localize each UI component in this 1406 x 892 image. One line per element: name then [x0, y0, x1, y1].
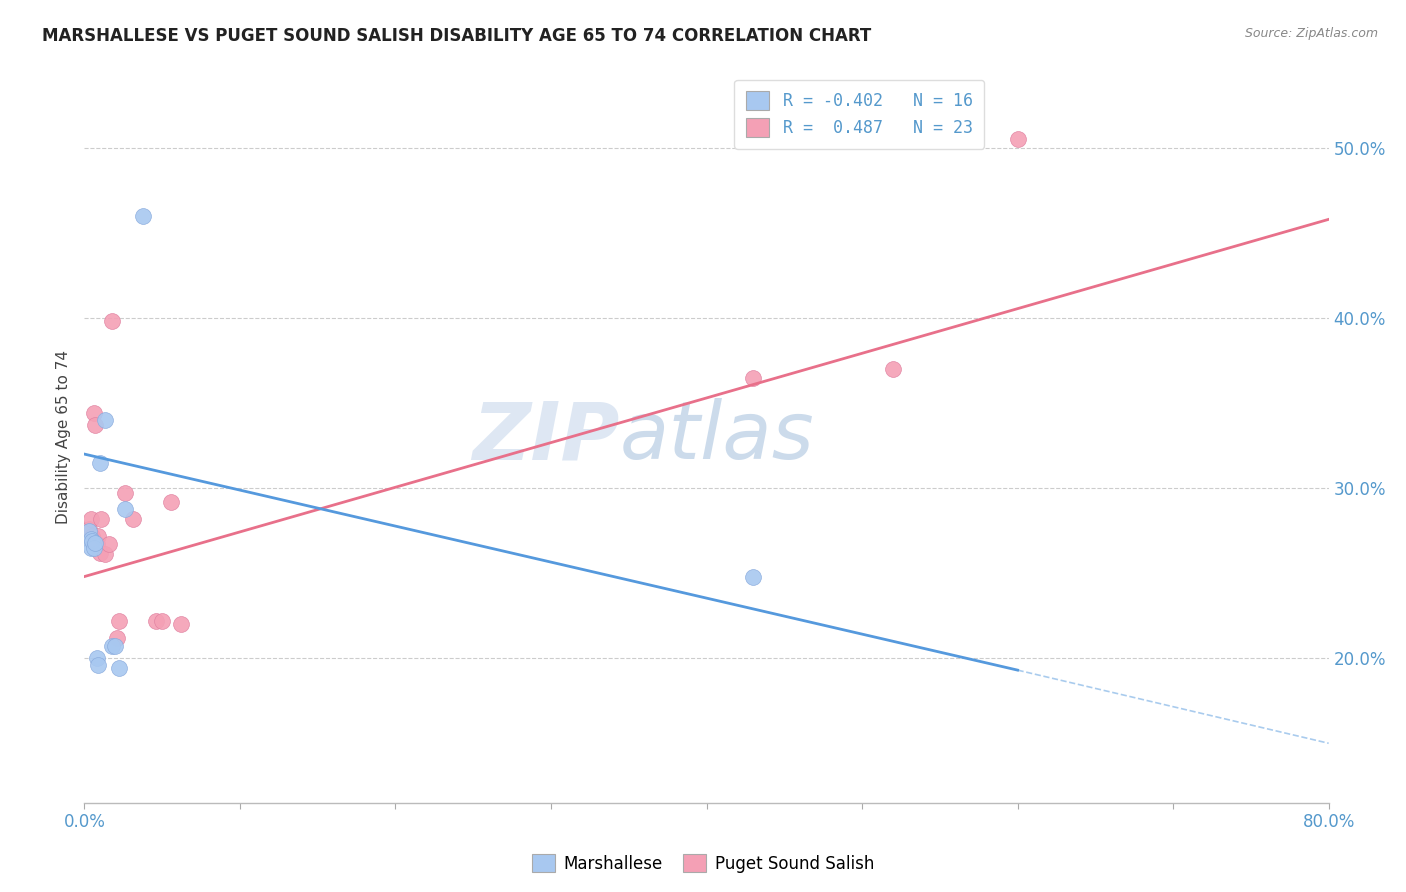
- Point: [132, 209, 155, 223]
- Point: [82, 529, 104, 543]
- Legend: Marshallese, Puget Sound Salish: Marshallese, Puget Sound Salish: [526, 847, 880, 880]
- Point: [77, 524, 100, 538]
- Point: [83, 406, 105, 420]
- Point: [150, 614, 173, 628]
- Point: [107, 614, 129, 628]
- Point: [1007, 132, 1029, 146]
- Text: Source: ZipAtlas.com: Source: ZipAtlas.com: [1244, 27, 1378, 40]
- Point: [104, 640, 127, 654]
- Point: [114, 501, 136, 516]
- Point: [93, 548, 115, 562]
- Point: [160, 494, 183, 508]
- Point: [86, 537, 108, 551]
- Text: MARSHALLESE VS PUGET SOUND SALISH DISABILITY AGE 65 TO 74 CORRELATION CHART: MARSHALLESE VS PUGET SOUND SALISH DISABI…: [42, 27, 872, 45]
- Point: [101, 640, 124, 654]
- Point: [101, 314, 124, 328]
- Point: [87, 658, 110, 673]
- Point: [79, 541, 101, 555]
- Point: [89, 546, 111, 560]
- Point: [742, 569, 765, 583]
- Point: [145, 614, 167, 628]
- Point: [84, 535, 107, 549]
- Point: [79, 532, 101, 546]
- Point: [121, 512, 143, 526]
- Point: [84, 418, 107, 433]
- Point: [105, 631, 128, 645]
- Point: [90, 512, 112, 526]
- Point: [114, 486, 136, 500]
- Point: [170, 617, 193, 632]
- Point: [89, 456, 111, 470]
- Y-axis label: Disability Age 65 to 74: Disability Age 65 to 74: [56, 350, 72, 524]
- Point: [87, 529, 110, 543]
- Point: [98, 537, 121, 551]
- Point: [742, 370, 765, 384]
- Point: [82, 533, 104, 548]
- Point: [79, 512, 101, 526]
- Point: [86, 651, 108, 665]
- Text: atlas: atlas: [620, 398, 814, 476]
- Legend: R = -0.402   N = 16, R =  0.487   N = 23: R = -0.402 N = 16, R = 0.487 N = 23: [734, 79, 984, 149]
- Point: [93, 413, 115, 427]
- Point: [107, 661, 129, 675]
- Text: ZIP: ZIP: [472, 398, 620, 476]
- Point: [77, 522, 100, 536]
- Point: [83, 541, 105, 555]
- Point: [882, 362, 904, 376]
